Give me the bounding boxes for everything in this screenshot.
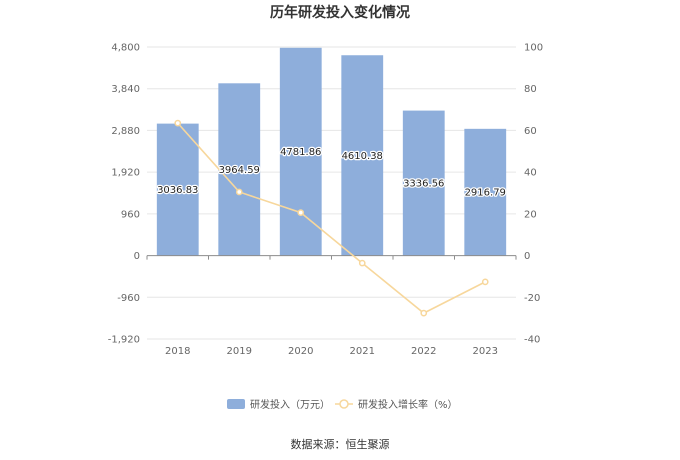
growth-point <box>481 278 489 286</box>
legend-label-line: 研发投入增长率（%） <box>358 398 458 411</box>
bar-series <box>156 47 507 256</box>
x-tick-label: 2019 <box>227 346 252 357</box>
right-tick-label: 0 <box>524 251 530 262</box>
right-tick-label: 60 <box>524 126 537 137</box>
bar <box>464 128 507 256</box>
left-tick-label: 4,800 <box>111 43 140 54</box>
legend-swatch-marker <box>339 399 349 409</box>
bar-value-label: 3036.83 <box>157 185 198 196</box>
x-tick-label: 2021 <box>350 346 375 357</box>
x-tick-label: 2023 <box>473 346 498 357</box>
right-tick-label: 20 <box>524 209 537 220</box>
growth-point <box>297 209 305 216</box>
left-tick-label: -1,920 <box>108 335 140 346</box>
bar-value-label: 2916.79 <box>465 188 506 199</box>
left-tick-label: 0 <box>134 251 140 262</box>
left-tick-label: 3,840 <box>111 84 140 95</box>
left-axis-ticks: 4,800 3,840 2,880 1,920 960 0 -960 -1,920 <box>108 43 140 346</box>
x-tick-label: 2018 <box>165 346 190 357</box>
growth-point <box>420 309 428 317</box>
bar-value-label: 4610.38 <box>342 151 383 162</box>
bar-value-labels: 3036.83 3964.59 4781.86 4610.38 3336.56 2916.… <box>156 146 507 200</box>
right-tick-label: 80 <box>524 84 537 95</box>
right-tick-label: 100 <box>524 43 543 54</box>
line-series <box>174 119 489 317</box>
right-tick-label: -40 <box>524 335 540 346</box>
left-tick-label: 1,920 <box>111 168 140 179</box>
source-note: 数据来源：恒生聚源 <box>291 437 390 451</box>
legend-label-bar: 研发投入（万元） <box>250 398 330 411</box>
bar-value-label: 3336.56 <box>403 179 444 190</box>
chart-title: 历年研发投入变化情况 <box>270 4 410 21</box>
left-tick-label: 960 <box>121 209 140 220</box>
right-tick-label: 40 <box>524 168 537 179</box>
growth-point <box>358 259 366 267</box>
x-axis <box>146 255 517 260</box>
bar-value-label: 4781.86 <box>280 147 321 158</box>
bar <box>218 83 261 256</box>
bar-value-label: 3964.59 <box>219 165 260 176</box>
legend: 研发投入（万元） 研发投入增长率（%） <box>227 398 458 411</box>
x-axis-ticks: 2018 2019 2020 2021 2022 2023 <box>165 346 498 357</box>
left-tick-label: -960 <box>117 293 140 304</box>
bar <box>402 110 445 256</box>
growth-point <box>174 119 182 127</box>
legend-swatch-bar <box>227 399 245 409</box>
growth-line <box>177 122 486 315</box>
x-tick-label: 2022 <box>411 346 436 357</box>
bar <box>279 47 322 256</box>
grid-lines <box>147 46 516 340</box>
right-tick-label: -20 <box>524 293 540 304</box>
x-tick-label: 2020 <box>288 346 313 357</box>
bar <box>156 123 199 256</box>
growth-point <box>235 188 243 196</box>
left-tick-label: 2,880 <box>111 126 140 137</box>
right-axis-ticks: 100 80 60 40 20 0 -20 -40 <box>524 43 543 346</box>
bar <box>341 55 384 256</box>
